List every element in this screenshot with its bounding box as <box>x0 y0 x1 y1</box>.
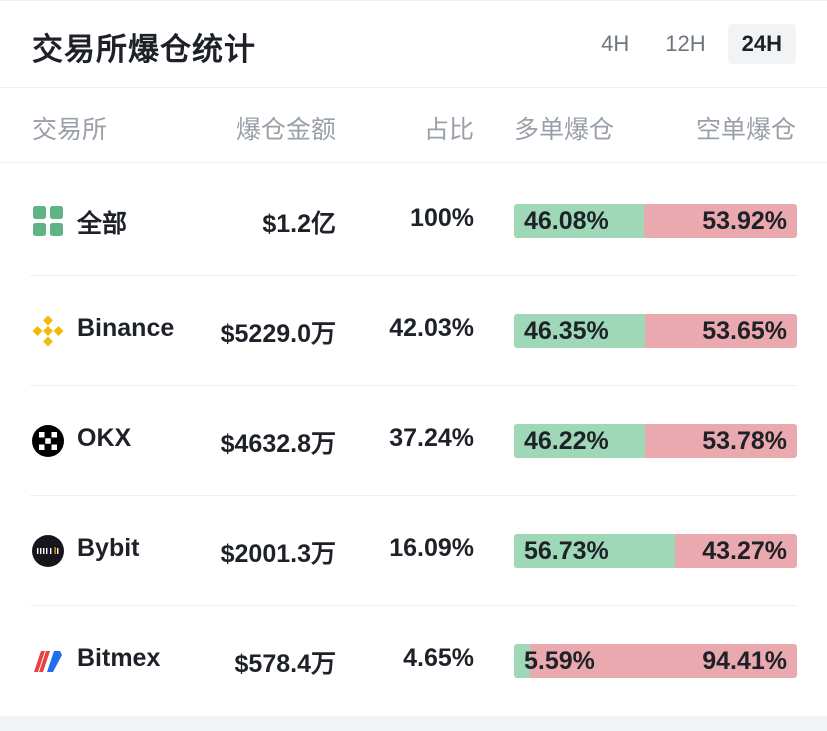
liquidation-amount: $2001.3万 <box>220 540 336 568</box>
tab-4h[interactable]: 4H <box>601 31 630 56</box>
exchange-name: Bybit <box>77 534 140 562</box>
short-bar-fill <box>674 534 797 568</box>
table-row[interactable]: Bitmex $578.4万 4.65% 5.59% 94.41% <box>30 606 797 716</box>
exchange-name: Binance <box>77 314 175 342</box>
table-header: 交易所 爆仓金额 占比 多单爆仓 空单爆仓 <box>0 88 827 163</box>
footer-band <box>0 716 827 731</box>
time-range-tabs: 4H 12H 24H <box>579 24 796 64</box>
short-bar-fill <box>644 204 797 238</box>
long-short-bar: 56.73% 43.27% <box>514 534 797 568</box>
bitmex-icon <box>34 651 62 672</box>
exchange-name: OKX <box>77 424 132 452</box>
top-border <box>0 0 827 1</box>
liquidation-amount: $5229.0万 <box>220 320 336 348</box>
share-percent: 16.09% <box>389 534 474 562</box>
short-percent-label: 94.41% <box>702 647 787 675</box>
panel-header: 交易所爆仓统计 4H 12H 24H <box>0 0 827 88</box>
column-header-percent[interactable]: 占比 <box>423 116 474 144</box>
share-percent: 37.24% <box>389 424 474 452</box>
exchange-name: Bitmex <box>77 644 161 672</box>
column-header-exchange[interactable]: 交易所 <box>32 116 108 144</box>
short-percent-label: 43.27% <box>702 537 787 565</box>
short-percent-label: 53.78% <box>702 427 787 455</box>
share-percent: 100% <box>410 204 474 232</box>
tab-12h[interactable]: 12H <box>665 31 706 56</box>
liquidation-amount: $4632.8万 <box>220 430 336 458</box>
long-short-bar: 46.08% 53.92% <box>514 204 797 238</box>
long-bar-fill <box>514 204 645 238</box>
long-percent-label: 5.59% <box>524 647 595 675</box>
short-percent-label: 53.65% <box>702 317 787 345</box>
long-percent-label: 46.35% <box>524 317 609 345</box>
share-percent: 42.03% <box>389 314 474 342</box>
long-percent-label: 46.22% <box>524 427 609 455</box>
column-header-short[interactable]: 空单爆仓 <box>695 116 796 144</box>
binance-icon <box>32 315 64 347</box>
long-short-bar: 46.35% 53.65% <box>514 314 797 348</box>
long-percent-label: 46.08% <box>524 207 609 235</box>
table-row[interactable]: Binance $5229.0万 42.03% 46.35% 53.65% <box>30 276 797 386</box>
grid-all-icon <box>33 206 63 236</box>
short-bar-fill <box>529 644 797 678</box>
exchange-name: 全部 <box>77 210 128 238</box>
column-header-amount[interactable]: 爆仓金额 <box>235 116 336 144</box>
liquidation-amount: $1.2亿 <box>262 210 336 238</box>
short-bar-fill <box>645 314 797 348</box>
short-bar-fill <box>644 424 797 458</box>
table-row[interactable]: 全部 $1.2亿 100% 46.08% 53.92% <box>30 166 797 276</box>
table-row[interactable]: OKX $4632.8万 37.24% 46.22% 53.78% <box>30 386 797 496</box>
long-percent-label: 56.73% <box>524 537 609 565</box>
table-row[interactable]: Bybit $2001.3万 16.09% 56.73% 43.27% <box>30 496 797 606</box>
long-bar-fill <box>514 314 646 348</box>
long-bar-fill <box>514 534 675 568</box>
liquidation-amount: $578.4万 <box>234 650 336 678</box>
okx-icon <box>32 425 64 457</box>
short-percent-label: 53.92% <box>702 207 787 235</box>
column-header-long[interactable]: 多单爆仓 <box>514 116 615 144</box>
long-short-bar: 5.59% 94.41% <box>514 644 797 678</box>
long-bar-fill <box>514 424 645 458</box>
panel-title: 交易所爆仓统计 <box>32 32 256 67</box>
tab-24h[interactable]: 24H <box>727 24 796 64</box>
share-percent: 4.65% <box>403 644 474 672</box>
long-short-bar: 46.22% 53.78% <box>514 424 797 458</box>
long-bar-fill <box>514 644 530 678</box>
bybit-icon <box>32 535 64 567</box>
